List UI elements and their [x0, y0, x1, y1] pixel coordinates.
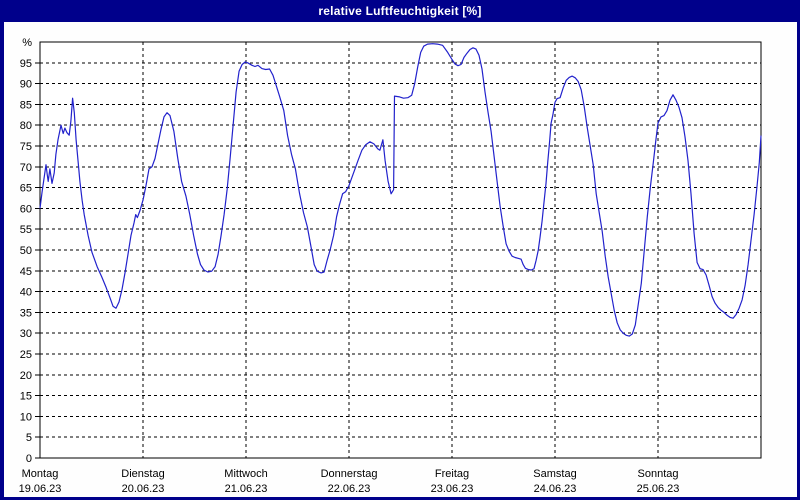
x-day-label: Samstag [533, 468, 576, 480]
y-tick-label: 70 [20, 162, 32, 174]
y-tick-label: 20 [20, 370, 32, 382]
y-tick-label: 5 [26, 432, 32, 444]
y-tick-label: 90 [20, 79, 32, 91]
x-date-label: 23.06.23 [431, 483, 474, 495]
x-date-label: 21.06.23 [225, 483, 268, 495]
y-tick-label: 55 [20, 224, 32, 236]
x-day-label: Sonntag [638, 468, 679, 480]
y-tick-label: 65 [20, 183, 32, 195]
x-day-label: Montag [22, 468, 59, 480]
chart-panel: 0 5 10 15 20 25 30 35 40 45 50 55 60 65 70 75 80 85 90 95% M… [4, 22, 797, 497]
y-tick-label: 45 [20, 266, 32, 278]
y-tick-label: 75 [20, 141, 32, 153]
y-tick-label: 25 [20, 349, 32, 361]
title-bar: relative Luftfeuchtigkeit [%] [0, 0, 800, 22]
humidity-series-line [39, 43, 762, 337]
y-tick-label: 10 [20, 411, 32, 423]
y-axis-unit-label: % [22, 37, 32, 49]
x-day-label: Donnerstag [321, 468, 378, 480]
x-date-label: 24.06.23 [534, 483, 577, 495]
y-tick-label: 60 [20, 203, 32, 215]
y-tick-label: 85 [20, 99, 32, 111]
y-tick-label: 0 [26, 453, 32, 465]
x-date-label: 20.06.23 [122, 483, 165, 495]
humidity-line-chart: 0 5 10 15 20 25 30 35 40 45 50 55 60 65 70 75 80 85 90 95% M… [19, 37, 762, 495]
x-date-label: 19.06.23 [19, 483, 62, 495]
x-day-label: Mittwoch [224, 468, 267, 480]
x-date-label: 22.06.23 [328, 483, 371, 495]
chart-title: relative Luftfeuchtigkeit [%] [318, 4, 482, 18]
y-tick-label: 40 [20, 287, 32, 299]
y-tick-label: 50 [20, 245, 32, 257]
y-tick-label: 15 [20, 391, 32, 403]
x-date-label: 25.06.23 [637, 483, 680, 495]
x-day-label: Freitag [435, 468, 469, 480]
plot-border [39, 41, 762, 459]
y-tick-label: 95 [20, 58, 32, 70]
y-tick-label: 30 [20, 328, 32, 340]
y-tick-label: 80 [20, 120, 32, 132]
x-day-label: Dienstag [121, 468, 164, 480]
y-tick-label: 35 [20, 307, 32, 319]
